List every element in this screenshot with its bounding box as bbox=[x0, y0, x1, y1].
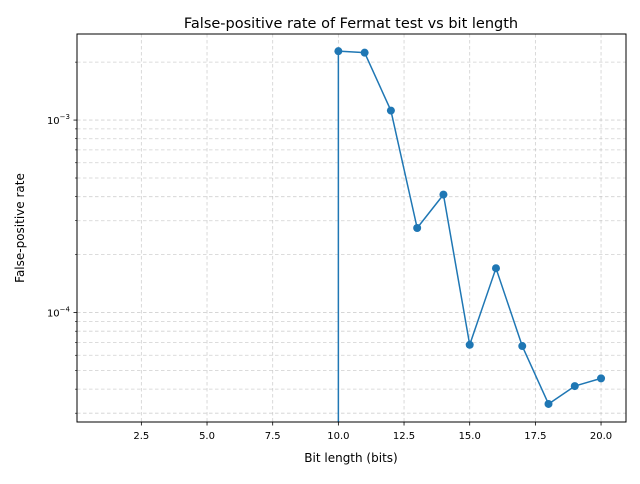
x-tick-label: 5.0 bbox=[199, 431, 215, 442]
x-tick-label: 15.0 bbox=[459, 431, 481, 442]
y-tick-label-exponent: −4 bbox=[60, 306, 71, 314]
y-tick-label-base: 10 bbox=[47, 309, 60, 320]
y-axis: 10−410−3 bbox=[47, 61, 77, 414]
y-tick-label: 10−3 bbox=[47, 113, 70, 127]
series-layer bbox=[334, 47, 606, 422]
chart-title: False-positive rate of Fermat test vs bi… bbox=[184, 16, 518, 32]
data-point bbox=[544, 399, 553, 408]
x-tick-label: 10.0 bbox=[327, 431, 349, 442]
x-tick-label: 20.0 bbox=[590, 431, 612, 442]
data-point bbox=[439, 190, 448, 199]
data-point bbox=[334, 47, 343, 56]
data-point bbox=[386, 106, 395, 115]
x-tick-label: 7.5 bbox=[265, 431, 281, 442]
data-point bbox=[570, 382, 579, 391]
data-point bbox=[597, 374, 606, 383]
y-tick-label: 10−4 bbox=[47, 306, 71, 320]
y-axis-label: False-positive rate bbox=[13, 173, 27, 283]
x-axis: 2.5 5.0 7.5 10.0 12.5 15.0 17.5 20.0 bbox=[133, 422, 612, 442]
plot-frame bbox=[76, 33, 627, 423]
series-line bbox=[337, 50, 602, 422]
data-point bbox=[465, 340, 474, 349]
x-tick-label: 2.5 bbox=[133, 431, 149, 442]
data-point bbox=[518, 342, 527, 351]
x-axis-label: Bit length (bits) bbox=[304, 451, 397, 465]
data-point bbox=[491, 264, 500, 273]
y-tick-label-exponent: −3 bbox=[60, 113, 70, 121]
y-tick-label-base: 10 bbox=[47, 116, 60, 127]
x-tick-label: 17.5 bbox=[524, 431, 546, 442]
data-point bbox=[360, 48, 369, 57]
data-point bbox=[413, 223, 422, 232]
x-tick-label: 12.5 bbox=[393, 431, 415, 442]
grid bbox=[77, 34, 626, 422]
